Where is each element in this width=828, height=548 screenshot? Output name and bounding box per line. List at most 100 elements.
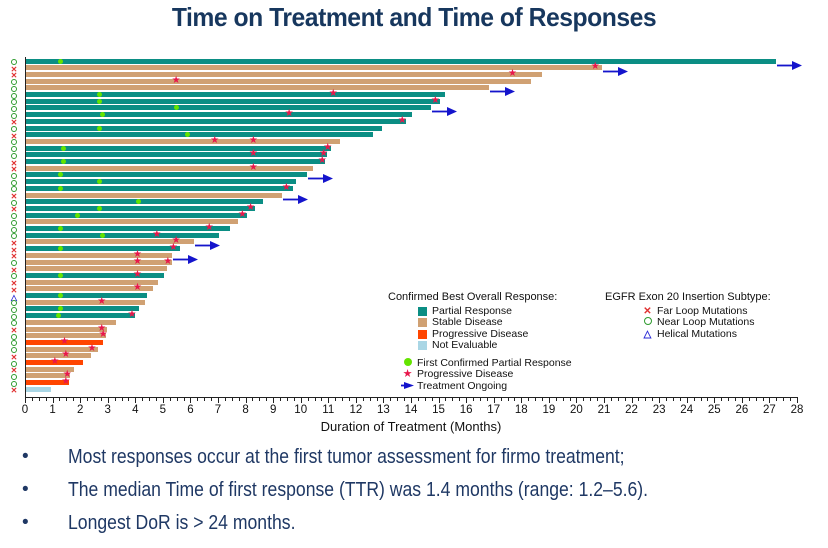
x-axis-minor-tick [169, 398, 171, 401]
near-loop-circle-icon [11, 99, 17, 106]
near-loop-circle-icon [11, 380, 17, 387]
x-axis-minor-tick [293, 398, 295, 401]
treatment-bar-sd [26, 366, 75, 372]
bullet-dot-icon: • [22, 446, 29, 467]
helical-triangle-icon: △ [643, 328, 652, 340]
legend-subtype-label: Far Loop Mutations [657, 304, 748, 317]
x-axis-minor-tick [507, 398, 509, 401]
progression-star-icon: ★ [163, 255, 173, 267]
subtype-marker [6, 125, 22, 132]
x-axis-minor-tick [514, 398, 516, 401]
x-axis-tick-label: 7 [214, 404, 222, 416]
treatment-bar-sd [26, 373, 71, 379]
progression-star-icon: ★ [237, 208, 247, 220]
progression-star-icon: ★ [248, 161, 258, 173]
ongoing-arrow-icon [776, 57, 802, 75]
bullet-dot-icon: • [22, 479, 29, 500]
legend-item-label: Partial Response [432, 304, 512, 317]
x-axis-minor-tick [38, 398, 40, 401]
x-axis-major-tick [218, 398, 219, 403]
legend-item-label: Progressive Disease [432, 327, 529, 340]
near-loop-circle-icon [11, 300, 17, 307]
legend-item-label: Not Evaluable [432, 339, 498, 351]
x-axis-major-tick [769, 398, 771, 403]
x-axis-major-tick [245, 398, 247, 403]
far-loop-x-icon: ✕ [10, 165, 18, 175]
x-axis-minor-tick [721, 398, 723, 401]
far-loop-x-icon: ✕ [10, 118, 18, 128]
x-axis-major-tick [80, 398, 82, 403]
x-axis-tick-label: 2 [76, 404, 84, 416]
x-axis-minor-tick [597, 398, 599, 401]
ongoing-arrow-icon [400, 381, 415, 393]
progression-star-icon: ★ [127, 309, 137, 321]
near-loop-circle-icon [11, 320, 17, 327]
x-axis-minor-tick [541, 398, 543, 401]
subtype-marker [6, 85, 22, 92]
x-axis-minor-tick [404, 398, 406, 401]
x-axis-minor-tick [314, 398, 316, 401]
treatment-bar-pr [26, 306, 140, 312]
subtype-marker [6, 112, 22, 119]
x-axis-major-tick [383, 398, 385, 403]
treatment-bar-sd [26, 299, 145, 305]
x-axis-tick-label: 23 [652, 404, 666, 416]
progression-star-icon: ★ [98, 329, 108, 341]
treatment-bar-pr [26, 118, 407, 124]
first-response-dot-icon [58, 272, 64, 278]
x-axis-minor-tick [176, 398, 178, 401]
near-loop-circle-icon [11, 139, 17, 146]
treatment-bar-sd [26, 71, 542, 77]
first-response-dot-icon [96, 205, 102, 211]
legend-item-stable_disease: Stable Disease [418, 316, 572, 329]
far-loop-x-icon: ✕ [10, 158, 18, 168]
first-response-dot-icon [96, 179, 102, 185]
x-axis-major-tick [741, 398, 743, 403]
x-axis-minor-tick [369, 398, 371, 401]
x-axis-minor-tick [431, 398, 433, 401]
subtype-marker: ✕ [6, 118, 22, 128]
first-response-dot-icon [96, 98, 102, 104]
subtype-marker [6, 172, 22, 179]
subtype-marker: ✕ [6, 366, 22, 375]
progression-star-icon: ★ [171, 74, 181, 86]
x-axis-minor-tick [528, 398, 530, 401]
treatment-bar-pd [26, 360, 83, 365]
subtype-marker: ✕ [6, 266, 22, 274]
legend-marker-dot: First Confirmed Partial Response [400, 357, 572, 370]
near-loop-circle-icon [11, 213, 17, 220]
treatment-bar-pr [26, 293, 148, 298]
x-axis-tick-label: 26 [735, 404, 749, 416]
progression-star-icon: ★ [61, 376, 71, 388]
x-axis-minor-tick [569, 398, 571, 401]
near-loop-circle-icon [11, 273, 17, 280]
bullet-item: • Most responses occur at the first tumo… [16, 445, 821, 469]
treatment-bar-sd [26, 192, 283, 198]
x-axis-minor-tick [790, 398, 792, 401]
x-axis-minor-tick [204, 398, 206, 401]
treatment-bar-pd [26, 380, 69, 386]
ongoing-arrow-icon [490, 83, 516, 101]
legend-marker-arrow: Treatment Ongoing [400, 380, 572, 393]
x-axis-minor-tick [114, 398, 116, 401]
legend-item-progressive_disease: Progressive Disease [418, 327, 572, 341]
subtype-marker: ✕ [6, 326, 22, 335]
treatment-bar-pr [26, 226, 231, 231]
legend-subtype-label: Near Loop Mutations [657, 316, 755, 328]
near-loop-circle-icon [11, 146, 17, 153]
bullet-item: • The median Time of first response (TTR… [16, 478, 821, 502]
x-axis-tick-label: 24 [680, 404, 694, 416]
ongoing-arrow-icon [603, 63, 629, 81]
x-axis-major-tick [107, 398, 109, 403]
first-response-dot-icon [55, 313, 61, 319]
x-axis-minor-tick [321, 398, 323, 401]
x-axis-major-tick [25, 398, 26, 403]
legend-item-label: Stable Disease [432, 316, 503, 328]
far-loop-x-icon: ✕ [10, 192, 18, 201]
treatment-bar-pr [26, 172, 308, 178]
x-axis-major-tick [162, 398, 164, 403]
x-axis-minor-tick [783, 398, 785, 401]
x-axis-tick-label: 14 [404, 404, 418, 416]
far-loop-x-icon: ✕ [10, 71, 18, 81]
treatment-bar-pr [26, 58, 776, 64]
